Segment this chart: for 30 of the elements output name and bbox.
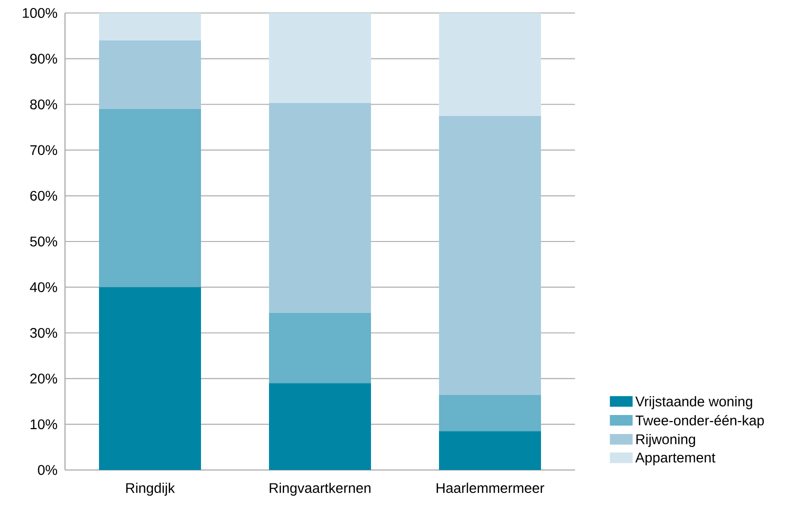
y-tick-label: 90% bbox=[30, 54, 58, 64]
bar bbox=[439, 395, 541, 432]
legend-label: Vrijstaande woning bbox=[635, 396, 752, 410]
bar bbox=[439, 116, 541, 396]
bar bbox=[99, 12, 201, 40]
legend-label: Rijwoning bbox=[636, 434, 696, 447]
y-tick-label: 10% bbox=[30, 419, 58, 430]
x-tick-label: Ringvaartkernen bbox=[270, 482, 370, 496]
bar bbox=[269, 312, 371, 384]
y-tick-label: 20% bbox=[30, 374, 58, 384]
bar bbox=[269, 103, 371, 313]
y-tick-label: 60% bbox=[30, 190, 58, 201]
legend-label: Twee-onder-één-kap bbox=[636, 414, 764, 428]
x-tick-label: Haarlemmermeer bbox=[436, 482, 544, 493]
y-tick-label: 40% bbox=[30, 282, 58, 292]
bar bbox=[439, 12, 541, 116]
y-tick-label: 80% bbox=[30, 99, 58, 110]
bar bbox=[269, 12, 371, 104]
bar bbox=[99, 108, 201, 288]
legend-label: Appartement bbox=[635, 452, 716, 466]
y-tick-label: 30% bbox=[30, 328, 58, 338]
y-tick-label: 100% bbox=[22, 8, 58, 18]
bar bbox=[439, 431, 541, 470]
y-tick-label: 0% bbox=[38, 465, 58, 475]
x-tick-label: Ringdijk bbox=[126, 482, 175, 496]
y-tick-label: 50% bbox=[30, 236, 58, 246]
y-tick-label: 70% bbox=[30, 145, 58, 156]
bar bbox=[99, 287, 201, 470]
bar bbox=[269, 383, 371, 470]
bar bbox=[99, 40, 201, 109]
